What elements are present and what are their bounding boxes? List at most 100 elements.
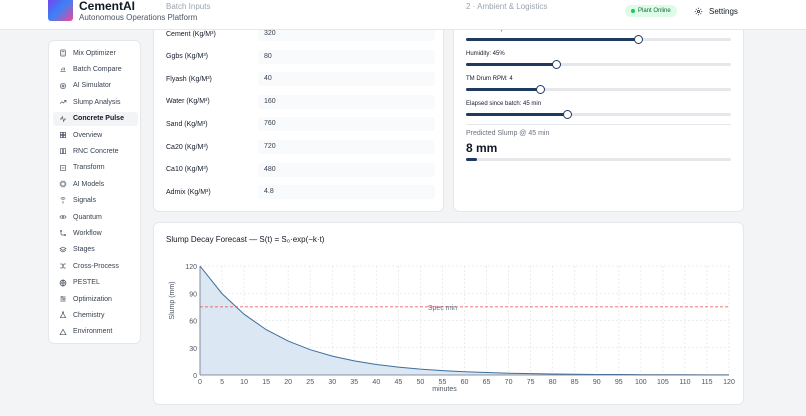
input-label: Ggbs (Kg/M³) xyxy=(166,53,209,61)
status-dot-icon xyxy=(631,9,635,13)
x-tick-label: 0 xyxy=(198,379,202,386)
status-label: Plant Online xyxy=(638,8,671,14)
x-tick-label: 100 xyxy=(635,379,647,386)
triangle-icon xyxy=(59,328,67,336)
signal-icon xyxy=(59,196,67,205)
sidebar-item-cross-process[interactable]: Cross-Process xyxy=(53,259,138,273)
input-label: Flyash (Kg/M³) xyxy=(166,75,212,83)
sidebar-item-concrete-pulse[interactable]: Concrete Pulse xyxy=(53,111,138,126)
slider-label: TM Drum RPM: 4 xyxy=(466,76,513,82)
pulse-icon xyxy=(59,115,67,123)
sidebar-item-optimization[interactable]: Optimization xyxy=(53,292,138,306)
calculator-icon xyxy=(59,49,67,57)
mix-input-field[interactable] xyxy=(258,162,435,177)
sidebar-item-label: AI Models xyxy=(73,180,105,188)
mix-input-field[interactable] xyxy=(258,72,435,87)
sidebar-item-pestel[interactable]: PESTEL xyxy=(53,276,138,290)
sidebar-item-label: Cross-Process xyxy=(73,262,119,270)
slider-track[interactable] xyxy=(466,110,731,119)
mix-input-field[interactable] xyxy=(258,27,435,41)
workflow-icon xyxy=(59,229,67,237)
mix-input-field[interactable] xyxy=(258,185,435,200)
transform-icon xyxy=(59,164,67,172)
input-row: Sand (Kg/M³) xyxy=(166,116,436,132)
sidebar-item-label: Chemistry xyxy=(73,311,105,319)
slider-fill xyxy=(466,63,557,66)
sidebar-item-label: Workflow xyxy=(73,229,102,237)
x-tick-label: 80 xyxy=(549,379,557,386)
x-tick-label: 40 xyxy=(372,379,380,386)
settings-button[interactable]: Settings xyxy=(688,3,744,19)
slider-thumb[interactable] xyxy=(552,60,562,69)
slider-track[interactable] xyxy=(466,85,731,94)
x-tick-label: 85 xyxy=(571,379,579,386)
sidebar-item-overview[interactable]: Overview xyxy=(53,128,138,142)
sidebar-item-batch-compare[interactable]: Batch Compare xyxy=(53,62,138,76)
sidebar-item-transform[interactable]: Transform xyxy=(53,161,138,175)
x-tick-label: 110 xyxy=(679,379,690,386)
flask-icon xyxy=(59,311,67,319)
mix-input-field[interactable] xyxy=(258,94,435,109)
grid-icon xyxy=(59,131,67,139)
sidebar-item-label: Transform xyxy=(73,164,105,172)
mix-input-field[interactable] xyxy=(258,140,435,154)
sidebar-item-quantum[interactable]: Quantum xyxy=(53,210,138,224)
sidebar-item-label: PESTEL xyxy=(73,279,100,287)
y-tick-label: 60 xyxy=(189,319,197,326)
slider-fill xyxy=(466,38,639,41)
ambient-card: Predicted Slump @ 45 min 8 mm Ambient Te… xyxy=(453,0,744,212)
mix-input-field[interactable] xyxy=(258,49,435,64)
sliders-icon xyxy=(59,295,67,303)
cpu-icon xyxy=(59,180,67,188)
y-tick-label: 120 xyxy=(185,264,197,271)
x-tick-label: 5 xyxy=(220,379,224,386)
sidebar-item-rnc-concrete[interactable]: RNC Concrete xyxy=(53,144,138,158)
sidebar-item-slump-analysis[interactable]: Slump Analysis xyxy=(53,95,138,109)
sidebar-item-ai-simulator[interactable]: AI Simulator xyxy=(53,79,138,93)
spec-min-label: Spec min xyxy=(428,305,457,312)
sidebar-item-signals[interactable]: Signals xyxy=(53,194,138,208)
sidebar-item-label: Slump Analysis xyxy=(73,98,121,106)
sidebar-item-workflow[interactable]: Workflow xyxy=(53,226,138,240)
sidebar-item-mix-optimizer[interactable]: Mix Optimizer xyxy=(53,46,138,60)
input-row: Water (Kg/M³) xyxy=(166,94,436,110)
sidebar-item-label: Overview xyxy=(73,131,103,139)
slider-thumb[interactable] xyxy=(536,85,546,94)
ambient-heading: 2 · Ambient & Logistics xyxy=(466,2,548,11)
input-row: Cement (Kg/M³) xyxy=(166,26,436,42)
brand-title: CementAI xyxy=(79,0,136,13)
slider-thumb[interactable] xyxy=(634,35,644,44)
sidebar-item-chemistry[interactable]: Chemistry xyxy=(53,308,138,322)
sidebar-item-ai-models[interactable]: AI Models xyxy=(53,177,138,191)
sidebar-item-stages[interactable]: Stages xyxy=(53,243,138,257)
y-tick-label: 90 xyxy=(189,291,197,298)
prediction-bar xyxy=(466,158,731,161)
sidebar-item-label: AI Simulator xyxy=(73,82,112,90)
prediction-bar-fill xyxy=(466,158,477,161)
x-tick-label: 10 xyxy=(240,379,248,386)
input-label: Water (Kg/M³) xyxy=(166,98,210,106)
slider-track[interactable] xyxy=(466,60,731,69)
divider xyxy=(466,124,731,125)
x-tick-label: 70 xyxy=(505,379,513,386)
input-label: Ca10 (Kg/M³) xyxy=(166,166,209,174)
input-row: Ca20 (Kg/M³) xyxy=(166,139,436,155)
x-tick-label: 120 xyxy=(723,379,735,386)
sidebar-item-label: Quantum xyxy=(73,213,102,221)
shuffle-icon xyxy=(59,262,67,270)
batch-inputs-card: Cement (Kg/M³) Ggbs (Kg/M³) Flyash (Kg/M³)… xyxy=(153,0,444,212)
slider-fill xyxy=(466,113,567,116)
mix-input-field[interactable] xyxy=(258,117,435,132)
sidebar: Mix Optimizer Batch Compare AI Simulator Sl… xyxy=(48,40,141,344)
slider-thumb[interactable] xyxy=(562,110,572,119)
x-tick-label: 30 xyxy=(328,379,336,386)
y-tick-label: 0 xyxy=(193,373,197,380)
slider-track[interactable] xyxy=(466,35,731,44)
atom-icon xyxy=(59,213,67,221)
x-tick-label: 90 xyxy=(593,379,601,386)
input-row: Ggbs (Kg/M³) xyxy=(166,49,436,65)
sidebar-item-label: Environment xyxy=(73,328,113,336)
sidebar-item-environment[interactable]: Environment xyxy=(53,325,138,339)
sidebar-item-label: Signals xyxy=(73,197,96,205)
slider-fill xyxy=(466,88,541,91)
